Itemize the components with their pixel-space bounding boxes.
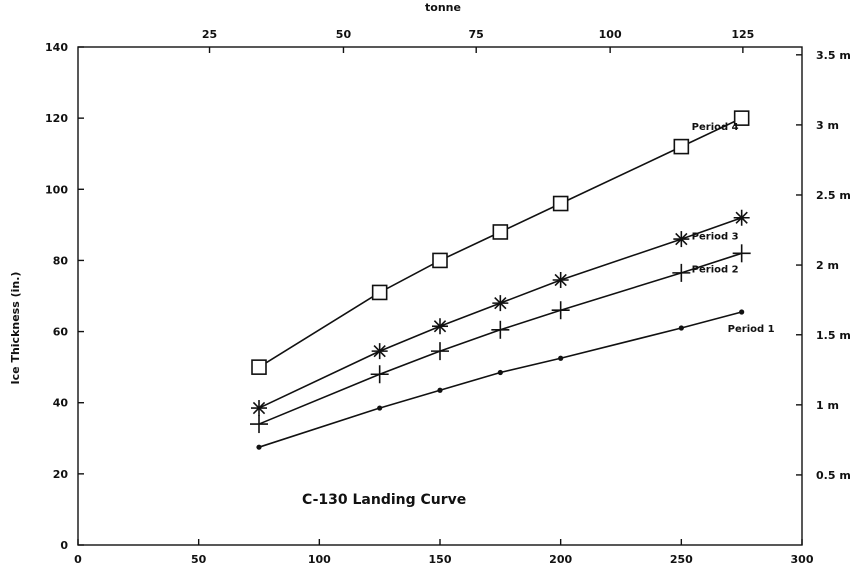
x-tick-label: 150 (429, 553, 452, 566)
asterisk-stroke (735, 211, 748, 224)
data-point (552, 271, 569, 288)
data-point (370, 365, 389, 384)
top-axis-title: tonne (425, 1, 461, 14)
asterisk-stroke (373, 344, 386, 358)
data-point (251, 400, 267, 417)
right-tick-label: 2 m (816, 259, 839, 272)
data-point (739, 309, 745, 315)
right-tick-label: 1.5 m (816, 329, 851, 342)
asterisk-stroke (494, 296, 507, 310)
data-point (552, 195, 569, 212)
data-point (672, 263, 691, 282)
data-point (251, 359, 267, 375)
y-tick-label: 20 (53, 468, 69, 481)
data-point (491, 320, 510, 339)
y-axis-title: Ice Thickness (in.) (9, 272, 22, 385)
top-tick-label: 50 (336, 28, 352, 41)
data-point (371, 284, 388, 301)
data-point (673, 138, 690, 155)
right-tick-label: 3 m (816, 119, 839, 132)
series-label: Period 4 (692, 122, 739, 133)
series-line (258, 216, 742, 409)
asterisk-stroke (433, 320, 447, 333)
right-tick-label: 0.5 m (816, 469, 851, 482)
right-tick-label: 3.5 m (816, 49, 851, 62)
series-label: Period 3 (692, 232, 739, 243)
data-point (492, 224, 509, 240)
y-tick-label: 120 (45, 112, 68, 125)
asterisk-stroke (675, 232, 688, 246)
y-tick-label: 0 (60, 539, 68, 552)
y-tick-label: 140 (45, 41, 68, 54)
series-label: Period 2 (692, 264, 739, 275)
series-label: Period 1 (728, 324, 775, 335)
data-point (432, 252, 448, 269)
data-point (431, 342, 449, 361)
right-tick-label: 2.5 m (816, 189, 851, 202)
asterisk-stroke (554, 273, 567, 287)
data-point (558, 355, 564, 361)
top-tick-label: 25 (202, 28, 217, 41)
x-tick-label: 50 (191, 553, 207, 566)
series-period-1: Period 1 (256, 309, 775, 450)
data-point (732, 244, 751, 263)
y-tick-label: 80 (53, 254, 69, 267)
x-tick-label: 0 (74, 553, 82, 566)
top-tick-label: 100 (599, 28, 622, 41)
data-point (678, 325, 684, 331)
data-point (492, 295, 509, 312)
data-point (551, 301, 570, 320)
top-tick-label: 75 (469, 28, 484, 41)
x-tick-label: 250 (670, 553, 693, 566)
data-point (432, 318, 448, 335)
data-point (437, 387, 443, 393)
chart-annotation: C-130 Landing Curve (302, 492, 466, 508)
series-period-3: Period 3 (251, 209, 750, 417)
x-tick-label: 300 (791, 553, 814, 566)
axes: 0 50 100 150 200 250 300 0 20 40 60 80 100 120 140 25 50… (45, 28, 851, 566)
data-point (733, 209, 750, 226)
y-tick-label: 40 (53, 397, 69, 410)
data-point (250, 415, 268, 434)
data-point (673, 231, 690, 248)
top-tick-label: 125 (731, 28, 754, 41)
data-point (733, 110, 750, 126)
series-period-4: Period 4 (251, 110, 750, 375)
asterisk-stroke (252, 401, 266, 415)
chart-marks: Period 4 Period 3 Period 2 Period 1 (250, 110, 775, 450)
data-point (371, 343, 388, 360)
data-point (497, 369, 503, 376)
right-tick-label: 1 m (816, 399, 839, 412)
x-tick-label: 100 (308, 553, 331, 566)
series-period-2: Period 2 (250, 244, 751, 434)
x-tick-label: 200 (549, 553, 572, 566)
y-tick-label: 60 (53, 326, 69, 339)
data-point (256, 444, 262, 450)
y-tick-label: 100 (45, 183, 68, 196)
data-point (377, 405, 383, 411)
